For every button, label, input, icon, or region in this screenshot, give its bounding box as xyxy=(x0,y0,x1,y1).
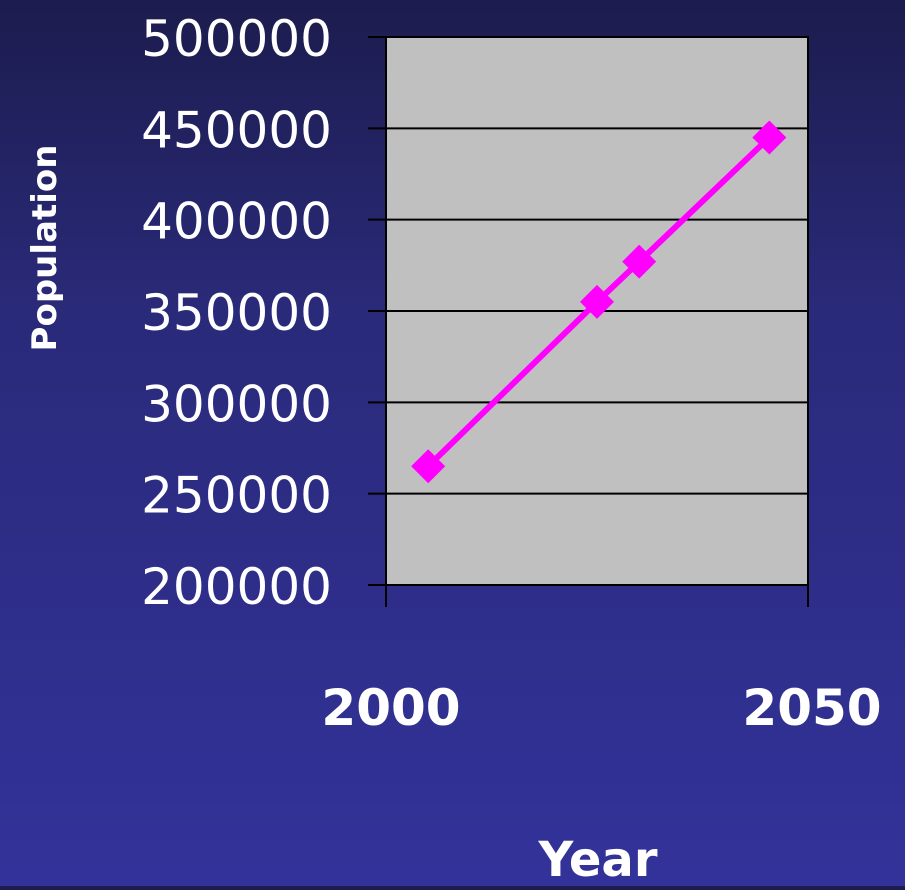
y-tick-label: 450000 xyxy=(141,101,332,159)
y-tick-label: 500000 xyxy=(141,10,332,68)
gridlines xyxy=(386,127,808,495)
data-point-marker xyxy=(411,449,446,484)
y-tick-label: 250000 xyxy=(141,467,332,525)
y-tick-label: 350000 xyxy=(141,284,332,342)
y-tick-label: 300000 xyxy=(141,375,332,433)
y-axis-title: Population xyxy=(25,145,65,352)
axes xyxy=(368,36,809,607)
data-point-marker xyxy=(580,284,614,319)
series-group xyxy=(411,120,787,484)
series-line xyxy=(426,135,772,469)
y-tick-label: 400000 xyxy=(141,193,332,251)
y-tick-label: 200000 xyxy=(141,558,332,616)
x-tick-label: 2050 xyxy=(742,679,881,737)
data-point-marker xyxy=(752,120,787,155)
tick-labels: 200000 250000 300000 350000 400000 450000 5000… xyxy=(141,10,881,737)
data-point-marker xyxy=(622,244,657,279)
x-axis-title: Year xyxy=(538,832,658,886)
x-tick-label: 2000 xyxy=(321,679,460,737)
